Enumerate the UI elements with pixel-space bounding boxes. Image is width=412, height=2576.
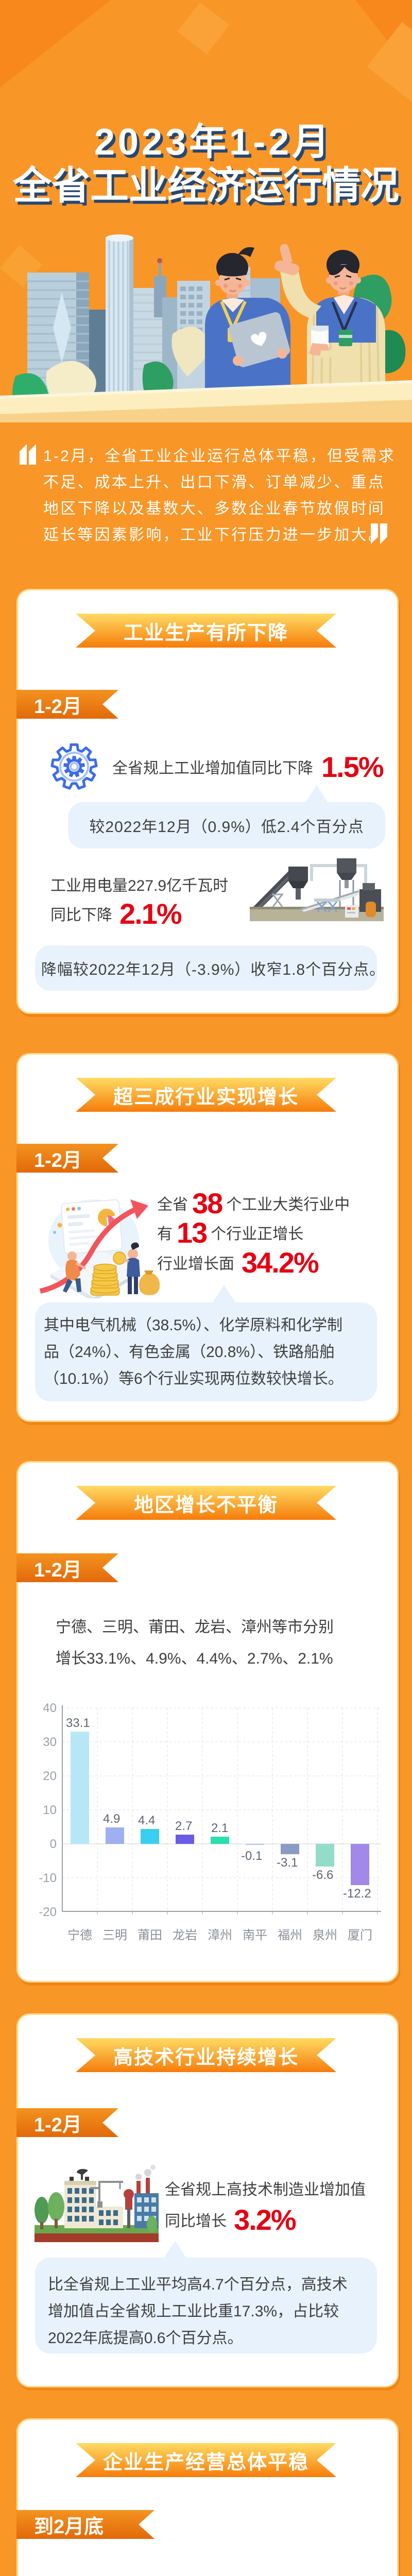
svg-text:泉州: 泉州 bbox=[313, 1928, 337, 1942]
svg-text:龙岩: 龙岩 bbox=[173, 1928, 197, 1942]
svg-text:莆田: 莆田 bbox=[138, 1928, 162, 1942]
svg-text:0: 0 bbox=[50, 1837, 57, 1851]
svg-text:三明: 三明 bbox=[102, 1928, 127, 1942]
svg-text:2.1: 2.1 bbox=[211, 1821, 228, 1835]
svg-text:2.7: 2.7 bbox=[175, 1819, 192, 1833]
svg-text:南平: 南平 bbox=[243, 1928, 267, 1942]
svg-text:40: 40 bbox=[43, 1701, 57, 1715]
svg-text:-20: -20 bbox=[39, 1905, 57, 1919]
svg-text:4.9: 4.9 bbox=[103, 1812, 120, 1826]
svg-text:-10: -10 bbox=[39, 1871, 57, 1885]
svg-text:-6.6: -6.6 bbox=[312, 1868, 333, 1882]
svg-text:厦门: 厦门 bbox=[348, 1928, 372, 1942]
svg-text:宁德: 宁德 bbox=[67, 1928, 92, 1942]
svg-text:4.4: 4.4 bbox=[138, 1814, 155, 1827]
svg-text:福州: 福州 bbox=[278, 1928, 302, 1942]
svg-text:-3.1: -3.1 bbox=[277, 1856, 298, 1870]
svg-text:-12.2: -12.2 bbox=[343, 1887, 371, 1901]
svg-text:30: 30 bbox=[43, 1735, 57, 1749]
svg-text:20: 20 bbox=[43, 1769, 57, 1783]
svg-text:33.1: 33.1 bbox=[66, 1716, 90, 1730]
svg-text:-0.1: -0.1 bbox=[241, 1849, 262, 1863]
svg-text:10: 10 bbox=[43, 1803, 57, 1817]
svg-text:漳州: 漳州 bbox=[208, 1928, 232, 1942]
